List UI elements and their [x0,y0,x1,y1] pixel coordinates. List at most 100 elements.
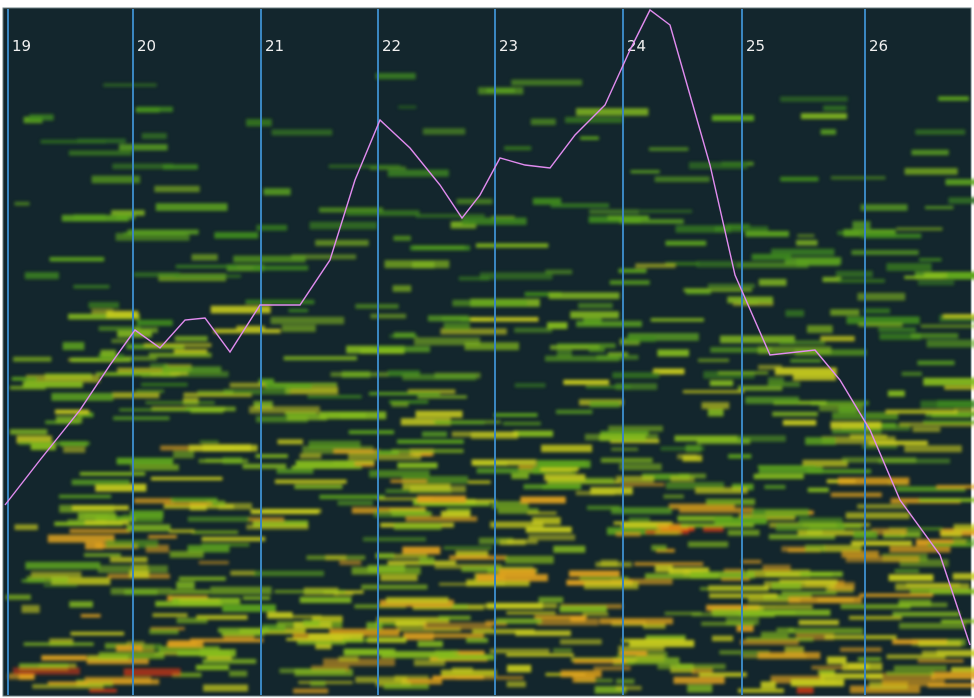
energy-band [904,168,958,175]
energy-band [523,484,582,490]
energy-band [258,378,275,386]
energy-band [329,628,400,637]
energy-band [741,559,762,564]
energy-band [242,463,287,469]
energy-band [70,631,125,636]
energy-band [657,349,690,357]
energy-band [402,373,477,381]
energy-band [229,670,248,677]
energy-band [917,280,955,286]
energy-band [112,163,174,170]
energy-band [927,683,974,688]
energy-band [727,296,774,304]
energy-band [100,349,117,358]
energy-band [858,322,903,327]
energy-band [383,683,429,690]
energy-band [176,617,208,624]
energy-band [375,450,399,456]
energy-band [559,605,607,613]
energy-band [450,221,477,229]
energy-band [940,531,962,538]
energy-band [655,529,682,535]
energy-band [375,553,395,559]
energy-band [89,688,117,693]
energy-band [553,648,572,653]
energy-band [823,105,847,111]
energy-band [368,392,441,396]
energy-band [252,520,309,528]
energy-band [538,596,564,603]
energy-band [695,487,748,494]
energy-band [154,185,200,193]
energy-band [515,630,571,636]
energy-band [696,438,751,445]
energy-band [315,641,332,650]
energy-band [785,309,805,317]
energy-band [639,209,693,213]
energy-band [26,575,69,583]
energy-band [130,643,162,651]
energy-band [138,106,173,113]
energy-band [366,622,383,630]
energy-band [466,637,489,643]
energy-band [73,284,110,289]
energy-band [525,526,572,533]
energy-band [210,586,272,595]
energy-band [379,599,454,607]
energy-band [747,596,801,603]
energy-band [397,462,438,469]
energy-band [247,517,285,522]
energy-band [391,448,464,454]
energy-band [417,640,443,648]
energy-band [532,197,562,205]
energy-band [249,406,320,414]
energy-band [246,524,309,530]
pitch-curve [4,8,971,646]
energy-band [218,502,253,510]
energy-band [319,207,383,213]
energy-band [806,469,872,474]
energy-band [923,377,974,386]
energy-band [398,105,417,109]
energy-band [119,408,194,412]
energy-band [16,435,52,444]
energy-band [758,466,823,474]
energy-band [570,616,586,622]
energy-band [838,278,885,283]
energy-band [111,338,130,344]
energy-band [201,536,266,542]
energy-band [266,611,293,619]
energy-band [21,605,40,613]
energy-band [256,224,288,231]
energy-band [919,258,942,262]
energy-band [393,332,416,338]
energy-band [68,313,140,320]
energy-band [253,570,325,577]
energy-band [136,319,173,326]
energy-band [550,345,600,350]
energy-band [504,146,532,151]
energy-band [270,316,345,325]
energy-band [413,245,465,250]
energy-band [514,383,546,388]
energy-band [739,513,796,521]
energy-band [315,239,369,246]
energy-band [849,434,888,439]
energy-band [645,635,686,641]
energy-band [105,539,159,548]
energy-band [565,116,623,123]
energy-band [271,129,333,136]
energy-band [84,676,152,684]
energy-band [106,310,139,318]
energy-band [781,591,837,595]
energy-band [61,214,129,222]
energy-band [155,203,228,211]
energy-band [149,629,179,635]
measure-label: 23 [499,37,518,55]
energy-band [893,665,947,672]
energy-band [206,500,226,507]
energy-band [612,657,680,665]
energy-band [69,601,93,608]
energy-band [281,324,316,332]
energy-band [456,676,524,680]
